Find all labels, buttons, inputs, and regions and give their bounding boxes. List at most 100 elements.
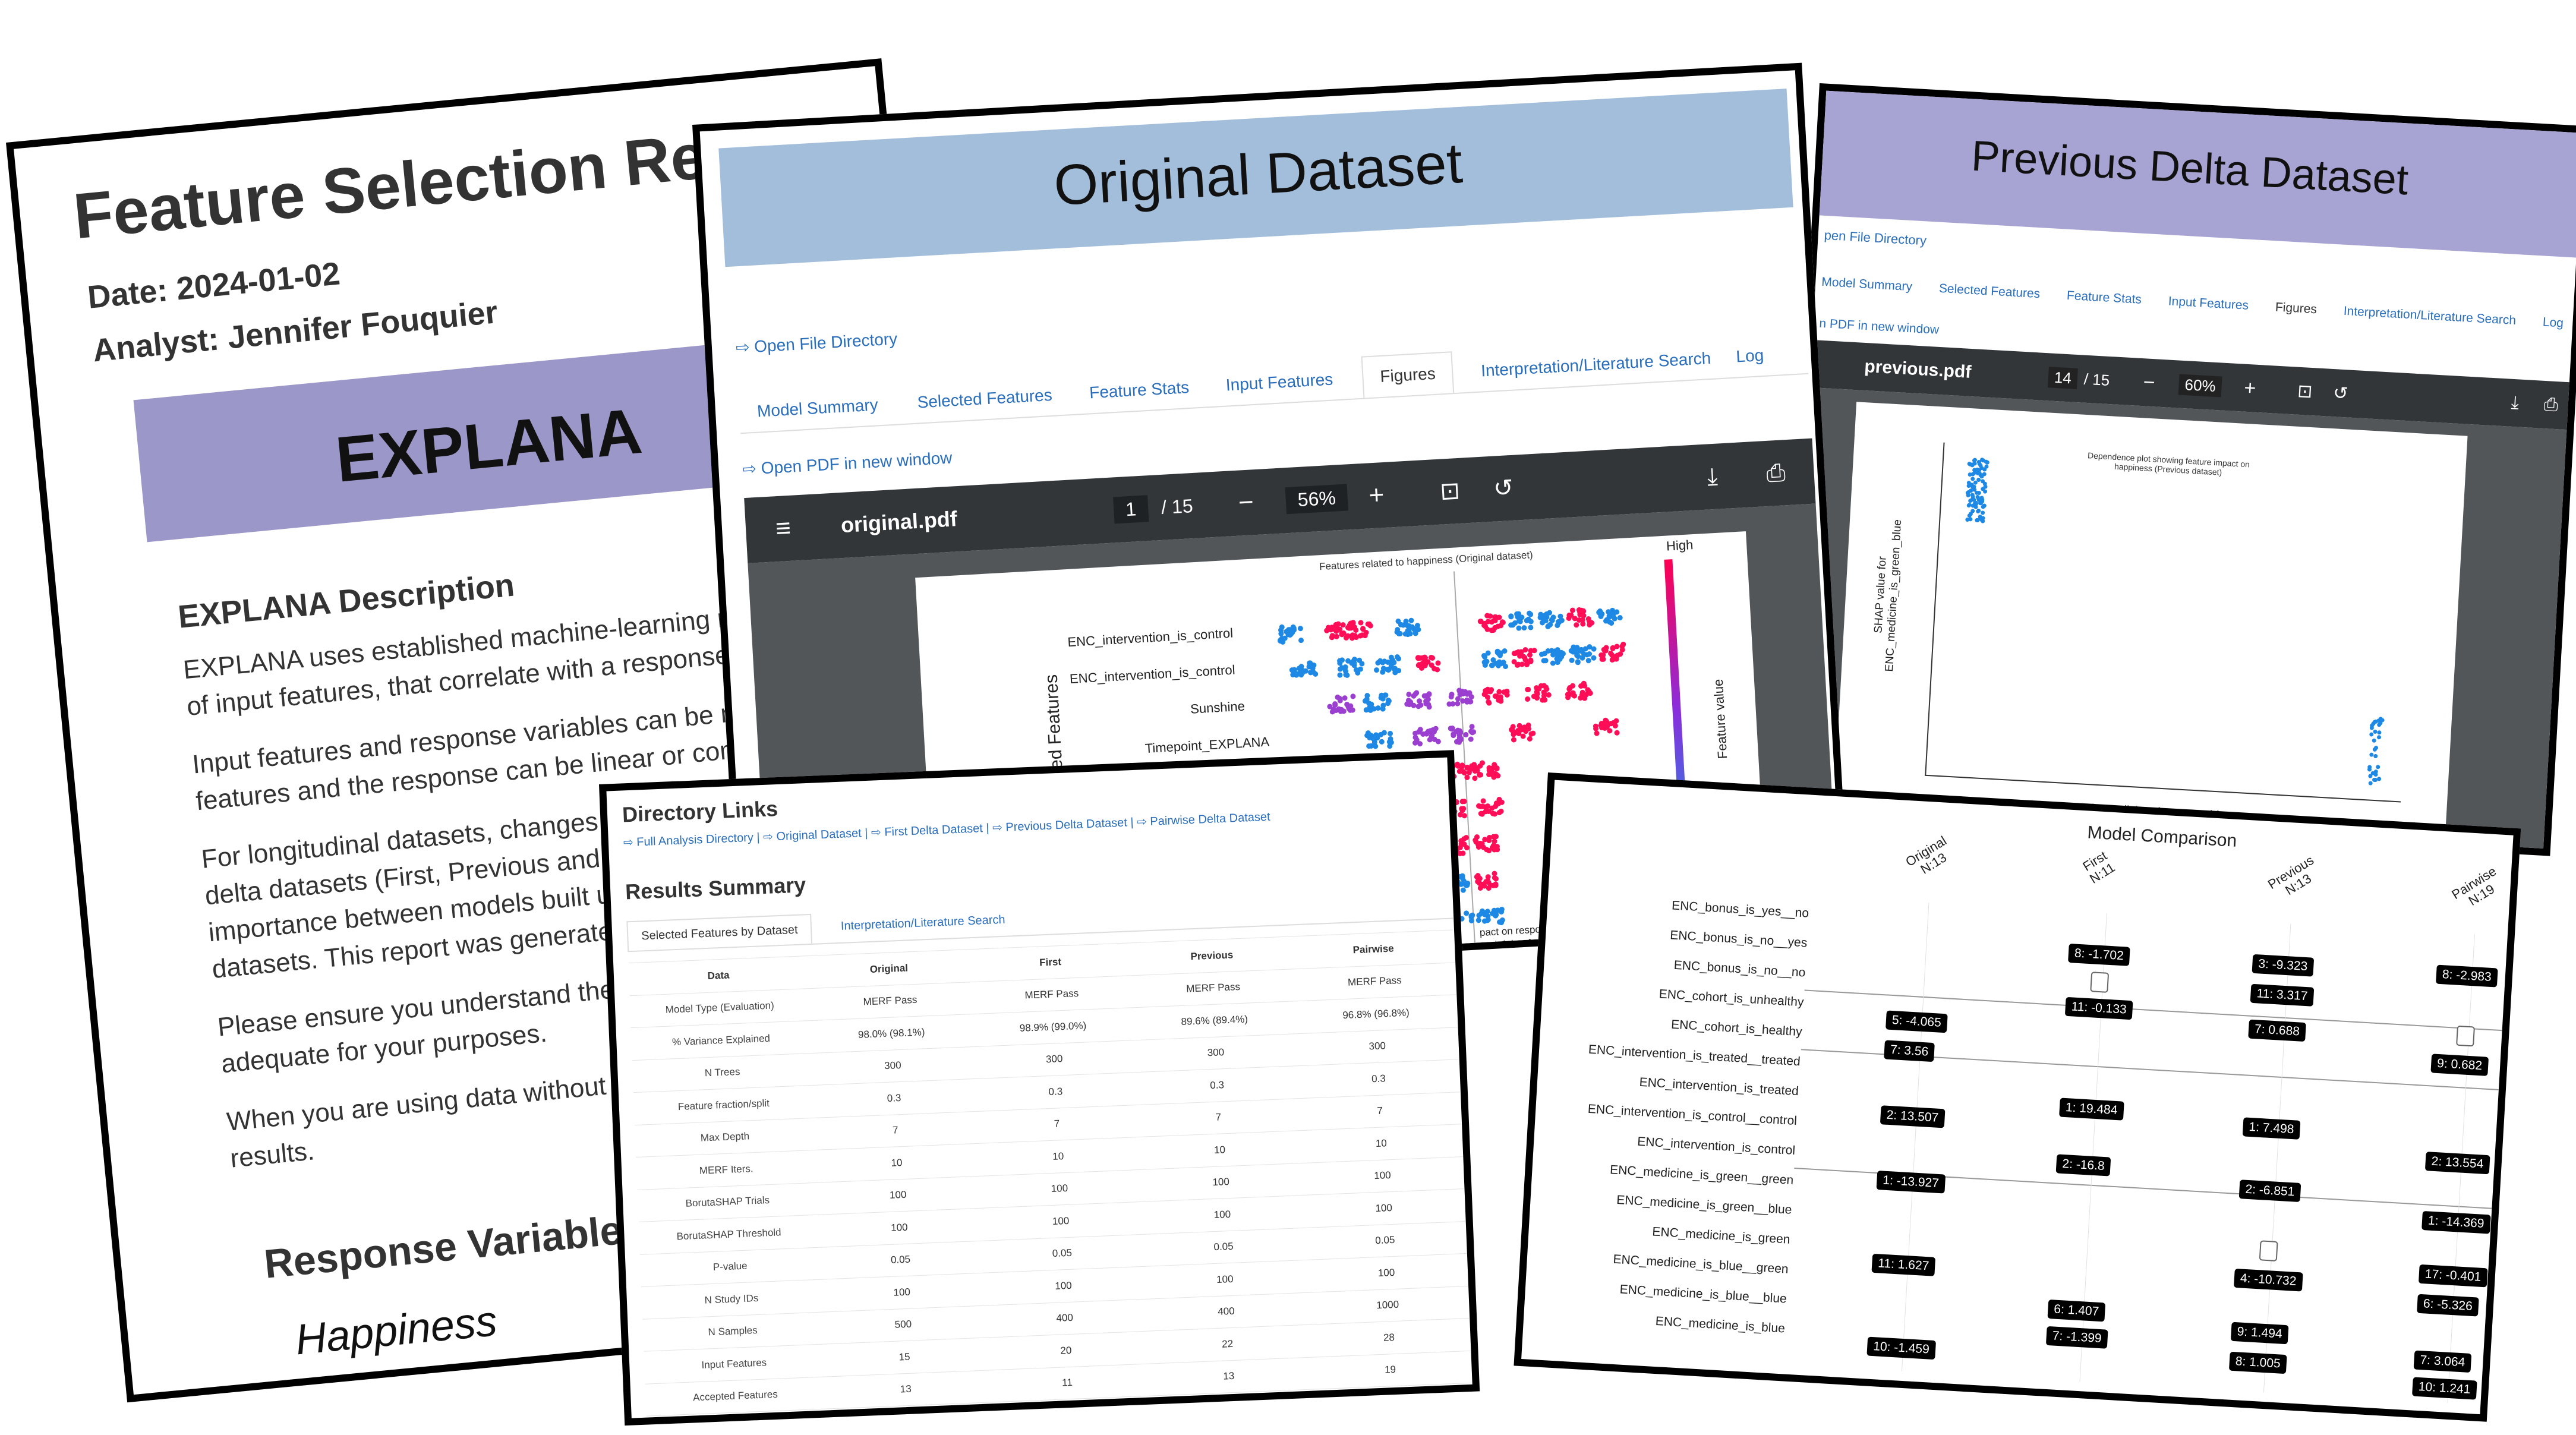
pdf-page-input[interactable]: 1 [1113,494,1149,523]
comparison-row-label: ENC_medicine_is_blue__blue [1619,1282,1787,1306]
coefficient-badge[interactable]: 1: -14.369 [2421,1210,2491,1234]
coefficient-badge[interactable]: 3: -9.323 [2252,954,2315,977]
link-first-delta[interactable]: ⇨ First Delta Dataset [871,822,983,840]
rotate-icon[interactable]: ↺ [1493,474,1514,502]
coefficient-badge[interactable]: 1: 7.498 [2242,1117,2301,1140]
coefficient-badge[interactable]: 8: -2.983 [2436,964,2498,988]
tab-input-features[interactable]: Input Features [2168,294,2249,313]
original-title-band: Original Dataset [718,89,1793,267]
link-pairwise-delta[interactable]: ⇨ Pairwise Delta Dataset [1136,810,1270,829]
tab-model-summary[interactable]: Model Summary [756,395,879,421]
pdf-page-total: / 15 [2083,370,2111,389]
tab-interpretation[interactable]: Interpretation/Literature Search [2343,304,2517,328]
coefficient-badge[interactable]: 1: -13.927 [1876,1171,1946,1194]
shap-point [1541,650,1547,657]
shap-point [1613,730,1620,736]
shap-point [1450,732,1456,739]
shap-point [1328,627,1333,633]
shap-point [1492,912,1498,919]
shap-point [1525,696,1531,702]
shap-point [1423,731,1429,737]
print-icon[interactable]: ⎙ [1765,459,1786,487]
coefficient-badge[interactable]: 6: 1.407 [2047,1299,2106,1322]
link-previous-delta[interactable]: ⇨ Previous Delta Dataset [992,816,1128,835]
coefficient-badge[interactable]: 11: 3.317 [2250,983,2315,1007]
shap-point [1337,672,1343,679]
pdf-zoom[interactable]: 56% [1285,483,1348,514]
original-open-dir-link[interactable]: ⇨ Open File Directory [735,329,898,357]
coefficient-badge[interactable]: 10: 1.241 [2412,1377,2477,1400]
fit-page-icon[interactable]: ⊡ [1439,477,1461,505]
colorbar-high-label: High [1666,537,1694,554]
coefficient-badge[interactable]: 6: -5.326 [2417,1294,2479,1317]
shap-point [1386,739,1392,745]
coefficient-badge[interactable]: 5: -4.065 [1886,1010,1948,1033]
zoom-in-icon[interactable]: + [2243,376,2257,400]
coefficient-badge[interactable]: 7: 3.56 [1884,1040,1935,1062]
comparison-col-header: First N:11 [2080,848,2117,887]
coefficient-badge[interactable]: 2: -16.8 [2055,1154,2111,1177]
tab-log[interactable]: Log [1735,345,1765,366]
previous-open-pdf-link[interactable]: n PDF in new window [1818,316,1940,337]
coefficient-badge[interactable]: 10: -1.459 [1866,1336,1936,1360]
print-icon[interactable]: ⎙ [2543,394,2559,415]
coefficient-badge[interactable]: 11: -0.133 [2064,996,2133,1020]
coefficient-badge[interactable]: 4: -10.732 [2234,1268,2303,1292]
tab-log[interactable]: Log [2542,315,2564,330]
shap-point [1459,762,1465,768]
shap-point [1464,774,1470,780]
fit-page-icon[interactable]: ⊡ [2297,381,2313,402]
tab-selected-features[interactable]: Selected Features [916,385,1053,412]
tab-figures[interactable]: Figures [1361,351,1455,398]
rotate-icon[interactable]: ↺ [2332,383,2349,403]
shap-point [1492,838,1497,844]
empty-box-icon [2456,1025,2475,1047]
previous-title-band: Previous Delta Dataset [1819,90,2576,258]
tab-input-features[interactable]: Input Features [1225,370,1333,395]
coefficient-badge[interactable]: 17: -0.401 [2418,1264,2488,1288]
comparison-col-header: Pairwise N:19 [2449,863,2506,914]
shap-point [1350,693,1356,700]
shap-point [1371,706,1377,712]
zoom-out-icon[interactable]: − [2142,370,2156,394]
coefficient-badge[interactable]: 2: 13.554 [2424,1152,2490,1175]
shap-point [1427,736,1433,743]
tab-feature-stats[interactable]: Feature Stats [2066,288,2142,307]
coefficient-badge[interactable]: 8: 1.005 [2228,1351,2287,1374]
coefficient-badge[interactable]: 11: 1.627 [1871,1253,1936,1276]
comparison-grid: 8: -1.702 3: -9.323 8: -2.983 11: 3.317 11: … [1783,896,2510,1405]
shap-point [1584,652,1590,658]
download-icon[interactable]: ⤓ [1706,463,1719,490]
coefficient-badge[interactable]: 7: -1.399 [2045,1326,2108,1349]
coefficient-badge[interactable]: 2: 13.507 [1880,1105,1946,1128]
tab-interpretation[interactable]: Interpretation/Literature Search [1480,348,1712,380]
coefficient-badge[interactable]: 9: 0.682 [2430,1054,2489,1076]
menu-icon[interactable]: ≡ [774,513,792,544]
coefficient-badge[interactable]: 2: -6.851 [2238,1179,2301,1203]
shap-point [1387,730,1393,737]
previous-open-dir-link[interactable]: pen File Directory [1824,227,1927,248]
tab-selected-by-dataset[interactable]: Selected Features by Dataset [626,913,813,951]
link-full-analysis[interactable]: ⇨ Full Analysis Directory [623,831,754,850]
pdf-zoom[interactable]: 60% [2178,374,2222,398]
zoom-in-icon[interactable]: + [1368,480,1385,510]
tab-figures[interactable]: Figures [2275,300,2318,317]
tab-selected-features[interactable]: Selected Features [1938,281,2041,301]
link-original[interactable]: ⇨ Original Dataset [762,827,862,844]
download-icon[interactable]: ⤓ [2510,392,2520,413]
original-open-pdf-link[interactable]: ⇨ Open PDF in new window [742,448,953,479]
comparison-row-label: ENC_bonus_is_yes__no [1671,898,1809,920]
coefficient-badge[interactable]: 7: 0.688 [2248,1019,2306,1042]
tab-model-summary[interactable]: Model Summary [1821,275,1913,294]
coefficient-badge[interactable]: 1: 19.484 [2059,1097,2124,1121]
pdf-page-input[interactable]: 14 [2048,366,2078,389]
tab-feature-stats[interactable]: Feature Stats [1089,378,1190,402]
dependence-point [1980,510,1985,515]
coefficient-badge[interactable]: 9: 1.494 [2230,1322,2289,1345]
tab-interpretation[interactable]: Interpretation/Literature Search [840,913,1005,933]
coefficient-badge[interactable]: 7: 3.064 [2413,1350,2472,1373]
shap-point [1484,626,1490,632]
shap-point [1496,689,1502,695]
coefficient-badge[interactable]: 8: -1.702 [2068,943,2130,966]
zoom-out-icon[interactable]: − [1237,487,1254,518]
